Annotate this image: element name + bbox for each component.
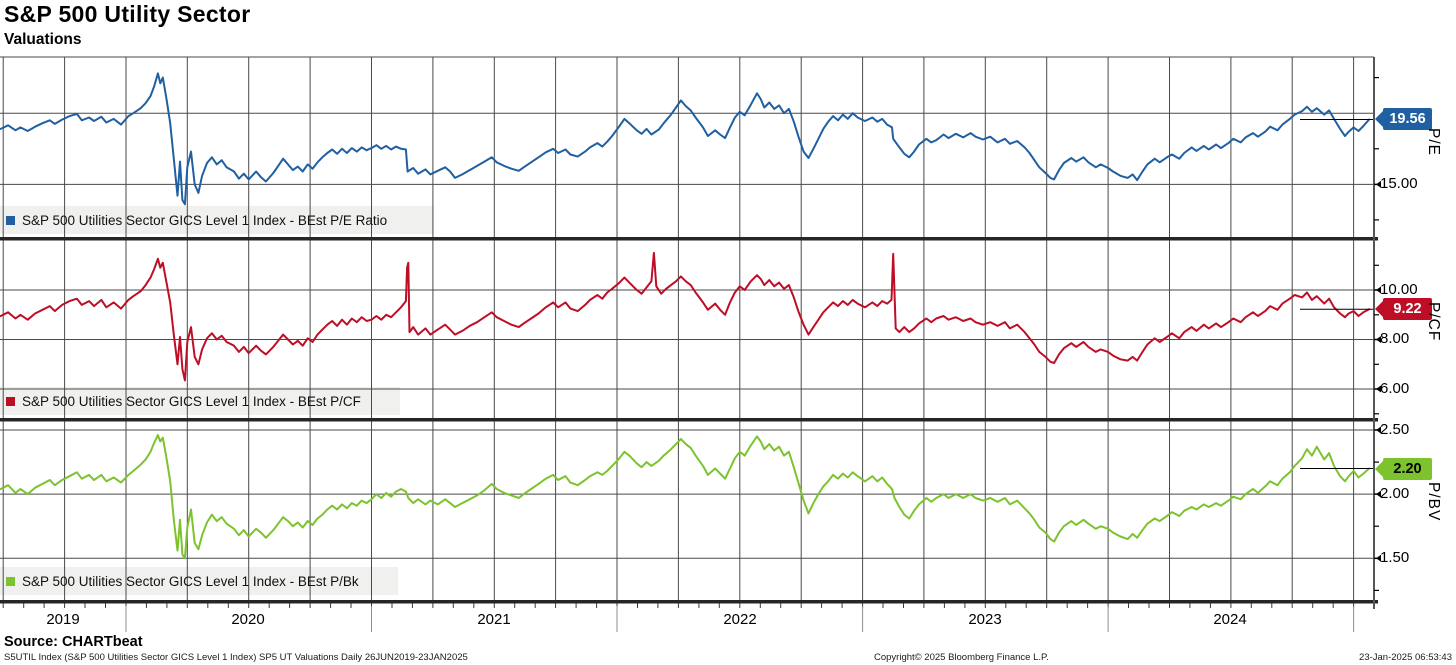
series-best-pcf-ratio xyxy=(0,251,1371,382)
tick-arrow-icon xyxy=(1376,385,1381,393)
y-tick-label: 2.50 xyxy=(1380,421,1410,438)
pbk-last-value-badge: 2.20 xyxy=(1375,458,1432,480)
page-title: S&P 500 Utility Sector xyxy=(4,1,251,27)
series-best-pbk-ratio xyxy=(0,434,1371,560)
y-tick-label: 8.00 xyxy=(1380,330,1410,347)
legend-pe-label: S&P 500 Utilities Sector GICS Level 1 In… xyxy=(22,212,388,228)
year-label: 2021 xyxy=(477,611,511,628)
legend-pcf: S&P 500 Utilities Sector GICS Level 1 In… xyxy=(6,387,361,415)
legend-pcf-label: S&P 500 Utilities Sector GICS Level 1 In… xyxy=(22,393,361,409)
tick-arrow-icon xyxy=(1376,180,1381,188)
page-subtitle: Valuations xyxy=(4,31,82,48)
panel-separator xyxy=(0,418,1378,422)
legend-box xyxy=(0,206,434,234)
tick-arrow-icon xyxy=(1376,336,1381,343)
year-label: 2024 xyxy=(1213,611,1247,628)
legend-box xyxy=(0,387,400,415)
legend-pbk: S&P 500 Utilities Sector GICS Level 1 In… xyxy=(6,567,359,595)
y-tick-label: 1.50 xyxy=(1380,549,1410,566)
pcf-axis-title: P/CF xyxy=(1425,302,1442,342)
panel-separator xyxy=(0,237,1378,241)
series-best-pe-ratio xyxy=(0,72,1371,206)
y-tick-label: 2.00 xyxy=(1380,485,1410,502)
tick-arrow-icon xyxy=(1376,286,1381,294)
footer-timestamp: 23-Jan-2025 06:53:43 xyxy=(1359,652,1452,663)
y-tick-label: 10.00 xyxy=(1380,281,1418,298)
panel-separator xyxy=(0,600,1378,604)
year-label: 2022 xyxy=(723,611,757,628)
source-note: Source: CHARTbeat xyxy=(4,634,143,650)
pbk-series-swatch-icon xyxy=(6,576,15,586)
y-tick-label: 15.00 xyxy=(1380,175,1418,192)
year-label: 2023 xyxy=(968,611,1002,628)
y-tick-label: 6.00 xyxy=(1380,380,1410,397)
tick-arrow-icon xyxy=(1376,554,1381,562)
year-label: 2020 xyxy=(231,611,265,628)
pcf-last-value-badge: 9.22 xyxy=(1375,298,1432,320)
legend-pe: S&P 500 Utilities Sector GICS Level 1 In… xyxy=(6,206,387,234)
footer-index-note: S5UTIL Index (S&P 500 Utilities Sector G… xyxy=(4,652,468,663)
pbk-axis-title: P/BV xyxy=(1425,482,1442,522)
legend-box xyxy=(0,567,398,595)
pe-series-swatch-icon xyxy=(6,215,15,225)
pe-axis-title: P/E xyxy=(1425,128,1442,156)
pe-last-value-badge: 19.56 xyxy=(1375,108,1432,130)
footer-copyright-note: Copyright© 2025 Bloomberg Finance L.P. xyxy=(874,652,1049,663)
tick-arrow-icon xyxy=(1376,490,1381,498)
year-label: 2019 xyxy=(46,611,80,628)
legend-pbk-label: S&P 500 Utilities Sector GICS Level 1 In… xyxy=(22,573,359,589)
pcf-series-swatch-icon xyxy=(6,396,15,406)
tick-arrow-icon xyxy=(1376,426,1381,434)
